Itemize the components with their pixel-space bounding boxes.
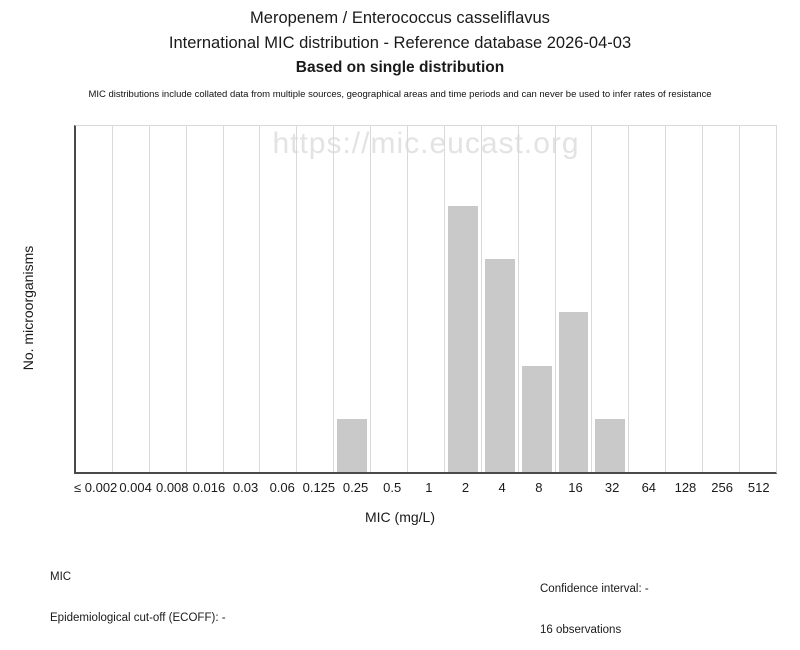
footer-observations-line: 16 observations (540, 623, 622, 636)
chart-column-4 (482, 126, 519, 472)
x-axis-title: MIC (mg/L) (365, 509, 435, 525)
bar-2 (447, 205, 478, 472)
chart-columns (76, 126, 776, 472)
x-tick-label-0.25: 0.25 (342, 480, 369, 495)
chart-column-0.25 (334, 126, 372, 472)
x-tick-label-16: 16 (568, 480, 583, 495)
disclaimer-text: MIC distributions include collated data … (88, 89, 712, 100)
chart-title: Meropenem / Enterococcus casseliflavus (250, 9, 550, 27)
x-tick-label-4: 4 (498, 480, 506, 495)
y-axis-label: No. microorganisms (20, 245, 36, 371)
chart-subtitle: International MIC distribution - Referen… (168, 34, 632, 52)
chart-column-256 (703, 126, 741, 472)
chart-column-128 (666, 126, 704, 472)
x-tick-label-256: 256 (711, 480, 733, 495)
x-tick-label-≤0.002: ≤ 0.002 (74, 480, 118, 495)
bar-8 (521, 365, 552, 472)
x-tick-label-0.004: 0.004 (119, 480, 152, 495)
x-tick-label-32: 32 (604, 480, 620, 495)
footer-ecoff-line: Epidemiological cut-off (ECOFF): - (50, 611, 226, 624)
x-tick-label-128: 128 (674, 480, 697, 495)
chart-column-0.008 (150, 126, 187, 472)
chart-column-1 (408, 126, 445, 472)
chart-column-512 (740, 126, 776, 472)
chart-subtitle-distribution: Based on single distribution (295, 59, 505, 76)
x-tick-label-1: 1 (425, 480, 433, 495)
chart-column-32 (592, 126, 630, 472)
confidence-info-block: Confidence interval: - 16 observations (540, 556, 649, 650)
chart-plot-area: https://mic.eucast.org (74, 125, 777, 474)
chart-column-64 (629, 126, 667, 472)
footer-mic-label: MIC (50, 571, 72, 583)
bar-32 (595, 418, 626, 472)
x-tick-label-0.06: 0.06 (269, 480, 295, 495)
chart-column-≤0.002 (76, 126, 113, 472)
x-tick-label-0.008: 0.008 (155, 480, 189, 495)
x-tick-label-2: 2 (461, 480, 470, 495)
x-tick-label-64: 64 (641, 480, 657, 495)
x-axis-tick-labels: ≤ 0.002 0.004 0.008 0.016 0.03 0.06 0.125 0.25 0… (74, 480, 777, 495)
x-tick-label-0.016: 0.016 (192, 480, 226, 495)
chart-column-2 (445, 126, 482, 472)
ecoff-info-block: MIC Epidemiological cut-off (ECOFF): - W… (50, 544, 226, 650)
chart-column-0.016 (187, 126, 224, 472)
footer-confidence-line: Confidence interval: - (540, 583, 649, 595)
chart-column-0.03 (224, 126, 261, 472)
x-tick-label-0.5: 0.5 (383, 480, 402, 495)
chart-column-0.125 (297, 126, 335, 472)
chart-column-0.004 (113, 126, 150, 472)
x-tick-label-0.03: 0.03 (232, 480, 259, 495)
chart-column-0.5 (371, 126, 409, 472)
chart-column-8 (519, 126, 556, 472)
bar-0.25 (337, 418, 368, 472)
chart-column-0.06 (260, 126, 298, 472)
watermark-url: https://mic.eucast.org (272, 127, 580, 160)
x-tick-label-8: 8 (535, 480, 543, 495)
bar-4 (484, 259, 515, 472)
chart-column-16 (556, 126, 593, 472)
x-tick-label-0.125: 0.125 (302, 480, 336, 495)
x-tick-label-512: 512 (747, 480, 770, 495)
bar-16 (558, 312, 589, 472)
